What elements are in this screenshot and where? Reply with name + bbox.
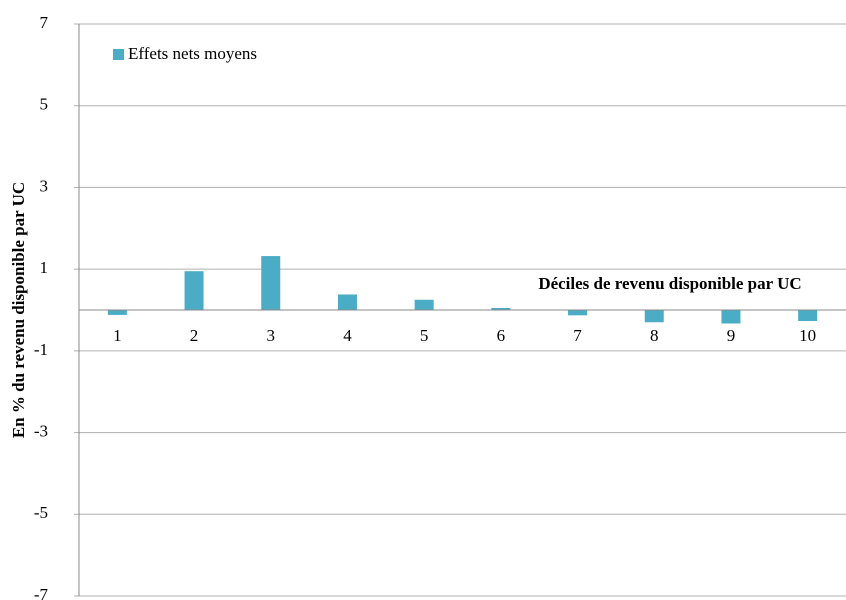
bar [568, 310, 588, 316]
bar [337, 294, 357, 310]
x-tick-label: 2 [190, 326, 199, 345]
bar [798, 310, 818, 322]
x-tick-label: 8 [650, 326, 659, 345]
y-tick-label: 3 [40, 176, 49, 195]
bar [107, 310, 127, 315]
x-tick-label: 9 [727, 326, 736, 345]
y-tick-label: 5 [40, 95, 49, 114]
bar [261, 256, 281, 310]
bar [414, 299, 434, 310]
bar [644, 310, 664, 323]
x-axis-title: Déciles de revenu disponible par UC [538, 274, 801, 293]
x-tick-label: 3 [267, 326, 276, 345]
x-tick-label: 6 [497, 326, 506, 345]
y-axis-title: En % du revenu disponible par UC [9, 182, 28, 438]
x-tick-label: 1 [113, 326, 122, 345]
x-tick-label: 5 [420, 326, 429, 345]
legend-label: Effets nets moyens [128, 44, 257, 63]
x-tick-label: 7 [573, 326, 582, 345]
x-tick-label: 4 [343, 326, 352, 345]
y-tick-label: -7 [34, 585, 49, 600]
x-tick-label: 10 [799, 326, 816, 345]
y-tick-label: -1 [34, 340, 48, 359]
legend-swatch [113, 49, 124, 60]
y-tick-label: -3 [34, 421, 48, 440]
y-tick-label: 7 [40, 13, 49, 32]
bar [184, 271, 204, 310]
bar [491, 307, 511, 310]
y-tick-label: 1 [40, 258, 49, 277]
y-tick-label: -5 [34, 503, 48, 522]
bar [721, 310, 741, 324]
